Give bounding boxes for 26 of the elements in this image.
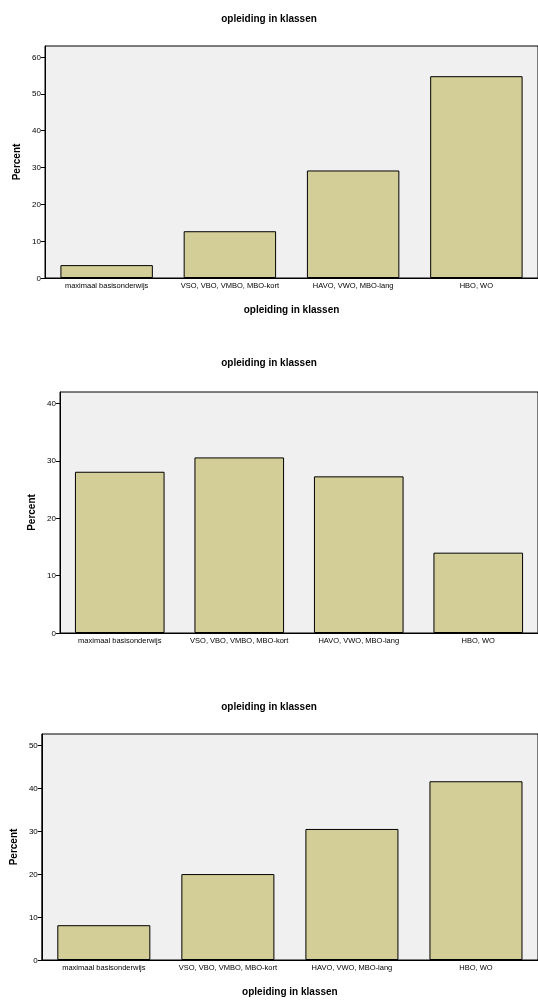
y-tick-label: 50 — [32, 89, 42, 99]
y-tick-label: 0 — [36, 273, 42, 283]
chart-title: opleiding in klassen — [221, 356, 317, 368]
y-tick-label: 20 — [32, 199, 42, 209]
y-tick-label: 60 — [32, 52, 42, 62]
y-tick-label: 0 — [33, 955, 39, 965]
y-tick-label: 40 — [28, 783, 39, 793]
y-tick-label: 40 — [47, 398, 57, 408]
x-axis-title: opleiding in klassen — [243, 303, 340, 315]
y-tick-label: 10 — [47, 571, 57, 581]
y-tick-label: 10 — [28, 912, 39, 922]
y-tick-label: 20 — [28, 869, 39, 879]
y-tick-label: 30 — [47, 456, 57, 466]
x-axis-title: opleiding in klassen — [242, 985, 338, 997]
y-tick-label: 40 — [32, 126, 42, 136]
y-tick-label: 20 — [47, 513, 57, 523]
y-axis-title: Percent — [10, 142, 22, 181]
chart-title: opleiding in klassen — [221, 12, 317, 24]
y-axis-title: Percent — [25, 493, 37, 531]
chart-title: opleiding in klassen — [221, 700, 317, 712]
y-tick-label: 0 — [51, 628, 57, 638]
y-tick-label: 10 — [32, 236, 42, 246]
y-tick-label: 30 — [28, 826, 39, 836]
y-tick-label: 50 — [28, 740, 39, 750]
y-axis-title: Percent — [7, 827, 19, 866]
y-tick-label: 30 — [32, 163, 42, 173]
